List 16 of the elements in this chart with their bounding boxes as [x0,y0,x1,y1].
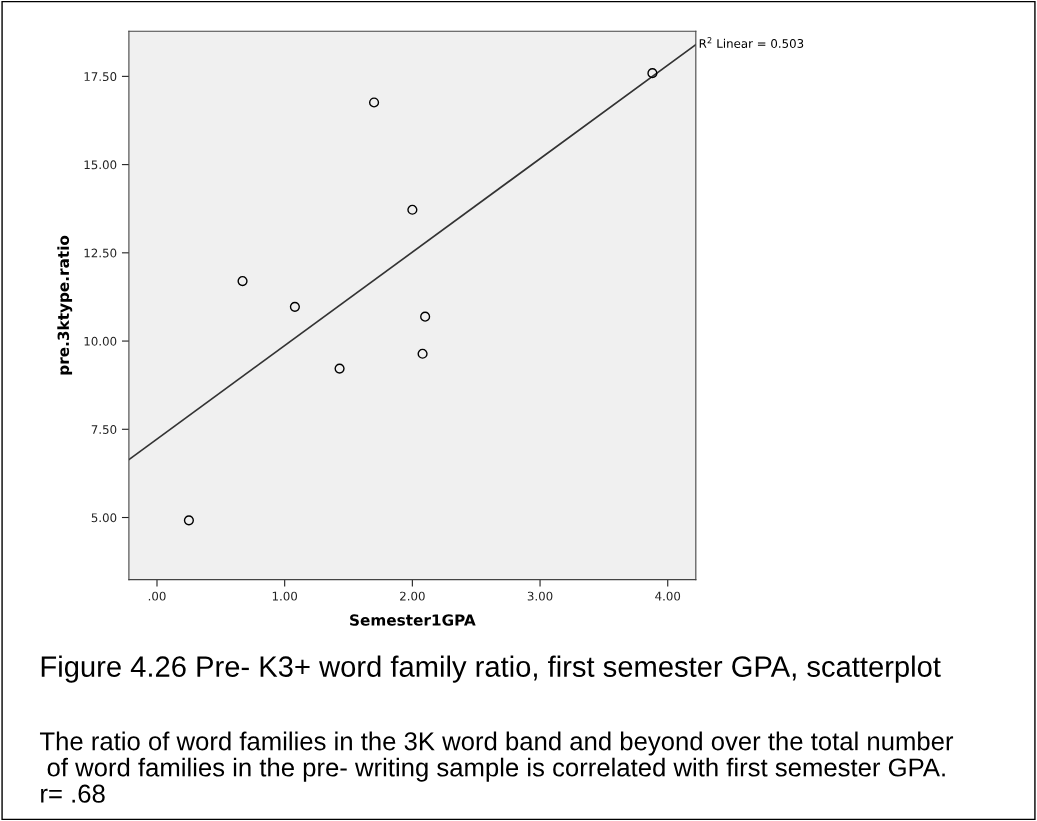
y-tick-label: 12.50 [84,248,117,258]
y-axis-title: pre.3ktype.ratio [57,235,73,375]
y-tick-label: 10.00 [84,336,117,346]
text: Figure 4.26 Pre- K3+ word family ratio, first semester GPA, scatterplot [41,655,941,683]
y-tick-label: 7.50 [91,425,117,434]
y-tick-label: 5.00 [91,513,117,523]
annotation: R$^{2}$ Linear = 0.503 [699,37,804,48]
text: The ratio of word families in the 3K word band and beyond over the total number of word families in the pre- writing sample is correlated with first semester GPA. r= .68 [39,731,954,803]
x-tick-label: 1.00 [272,591,298,601]
x-axis-title: Semester1GPA [350,614,476,626]
x-tick-label: 2.00 [400,591,425,601]
x-tick-label: 4.00 [655,591,681,601]
y-tick-label: 17.50 [84,72,117,82]
y-tick-label: 15.00 [84,160,117,170]
x-tick-label: .00 [148,591,166,601]
x-tick-label: 3.00 [527,591,553,601]
